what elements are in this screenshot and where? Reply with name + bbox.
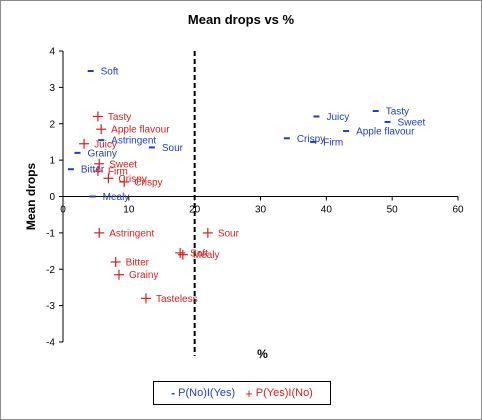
data-label-blue: Sour — [162, 143, 184, 154]
x-axis-title: % — [257, 347, 268, 361]
x-tick-label: 10 — [123, 205, 135, 216]
legend-label-blue: P(No)I(Yes) — [178, 387, 236, 399]
y-tick-label: 3 — [49, 83, 55, 94]
data-label-blue: Bitter — [81, 165, 105, 176]
x-tick-label: 30 — [255, 205, 267, 216]
data-label-red: Grainy — [129, 270, 158, 281]
legend-plus-marker-icon: + — [245, 385, 253, 401]
data-label-blue: Soft — [101, 67, 119, 78]
legend-label-red: P(Yes)I(No) — [255, 387, 313, 399]
x-tick-label: 50 — [387, 205, 399, 216]
data-label-blue: Grainy — [87, 148, 116, 159]
marks-layer: Soft Astringent Sour Grainy Bitter Mealy Juicy… — [67, 67, 426, 305]
data-label-red: Sweet — [109, 159, 137, 170]
data-label-blue: Crispy — [297, 134, 325, 145]
data-label-red: Crispy — [118, 174, 146, 185]
chart-legend: - P(No)I(Yes) + P(Yes)I(No) — [153, 381, 331, 405]
data-label-blue: Mealy — [103, 192, 130, 203]
data-label-blue: Tasty — [386, 107, 409, 118]
y-axis-title: Mean drops — [24, 163, 38, 231]
x-tick-label: 0 — [60, 205, 66, 216]
data-label-red: Juicy — [94, 139, 117, 150]
data-label-red: Apple flavour — [111, 125, 170, 136]
chart-title: Mean drops vs % — [187, 12, 295, 27]
data-label-red: Sour — [218, 228, 240, 239]
y-tick-label: -2 — [46, 265, 55, 276]
data-label-red: Astringent — [109, 228, 154, 239]
y-tick-label: -4 — [46, 338, 55, 349]
data-label-red: Firm — [108, 167, 128, 178]
data-label-red: Crispy — [134, 177, 162, 188]
y-tick-label: 4 — [49, 47, 55, 58]
x-tick-label: 20 — [189, 205, 201, 216]
legend-dash-marker-icon: - — [171, 386, 176, 400]
data-label-blue: Apple flavour — [356, 127, 415, 138]
x-tick-label: 60 — [452, 205, 464, 216]
data-label-blue: Firm — [323, 137, 343, 148]
data-label-blue: Sweet — [398, 117, 426, 128]
data-label-blue: Juicy — [326, 112, 349, 123]
y-tick-label: 2 — [49, 119, 55, 130]
x-tick-label: 40 — [321, 205, 333, 216]
y-tick-label: -3 — [46, 301, 55, 312]
y-tick-label: 1 — [49, 156, 55, 167]
y-tick-label: -1 — [46, 228, 55, 239]
data-label-red: Mealy — [193, 250, 220, 261]
data-label-red: Soft — [190, 248, 208, 259]
legend-item-blue: - P(No)I(Yes) — [171, 386, 235, 400]
data-label-red: Bitter — [126, 257, 150, 268]
data-label-blue: Astringent — [111, 136, 156, 147]
legend-item-red: + P(Yes)I(No) — [245, 386, 313, 401]
y-tick-label: 0 — [49, 192, 55, 203]
data-label-red: Tasty — [108, 112, 131, 123]
data-label-red: Tasteless — [156, 294, 198, 305]
